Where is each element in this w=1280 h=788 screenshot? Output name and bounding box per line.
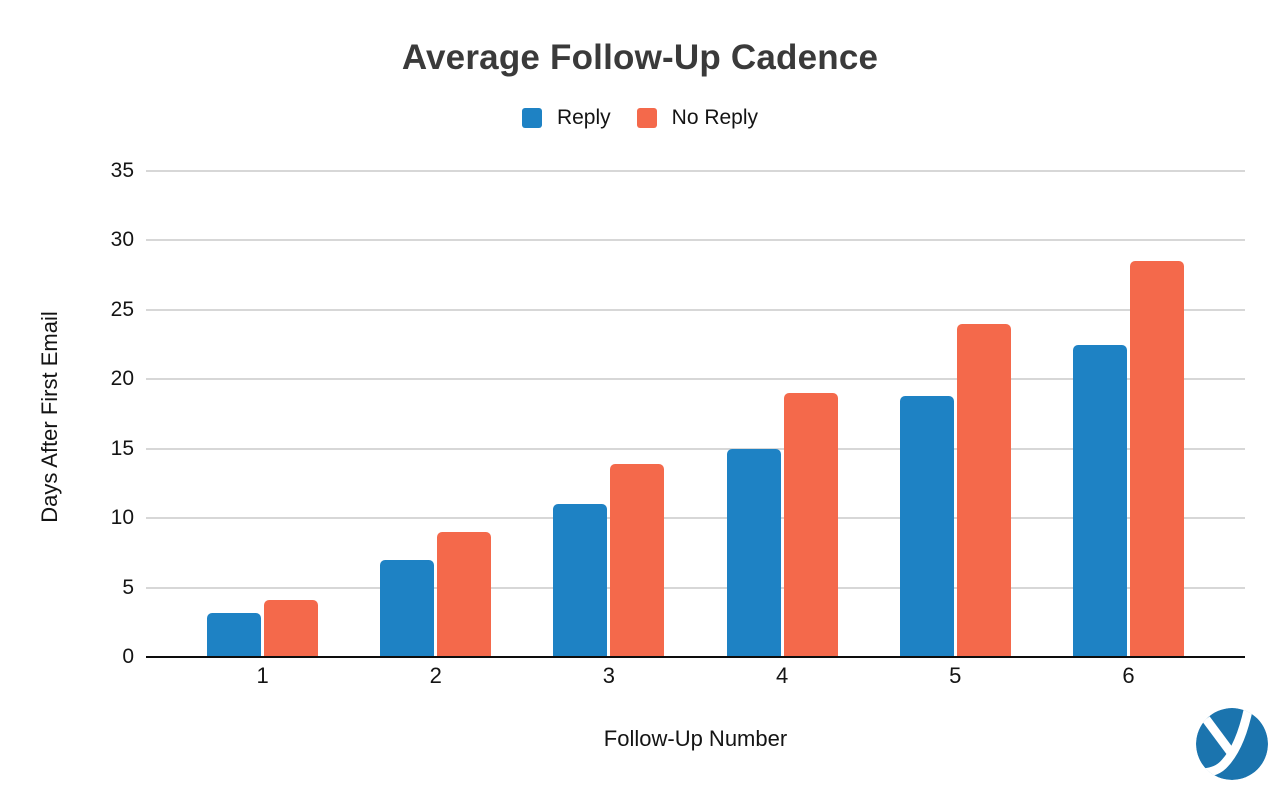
bar-group-5 <box>869 323 1042 657</box>
legend-swatch-reply <box>521 108 542 128</box>
y-tick-label-5: 5 <box>122 575 134 599</box>
x-axis-ticks: 1 2 3 4 5 6 <box>146 663 1245 691</box>
bar-group-6 <box>1042 261 1215 657</box>
legend-swatch-no-reply <box>636 108 657 128</box>
gridline-5 <box>146 586 1245 589</box>
x-tick-label-6: 6 <box>1122 663 1135 688</box>
bar-no-reply-4 <box>783 393 838 657</box>
y-tick-label-0: 0 <box>122 645 134 668</box>
bar-group-2 <box>349 532 522 657</box>
y-tick-label-10: 10 <box>110 506 134 530</box>
legend: Reply No Reply <box>0 106 1280 130</box>
bar-no-reply-6 <box>1129 261 1184 657</box>
bar-no-reply-3 <box>610 464 665 657</box>
bar-reply-4 <box>726 448 781 657</box>
y-tick-label-15: 15 <box>110 436 134 460</box>
bar-groups <box>146 171 1245 657</box>
plot-area <box>146 170 1245 658</box>
x-tick-label-1: 1 <box>256 663 269 688</box>
bar-group-1 <box>176 600 349 657</box>
y-axis-ticks: 0 5 10 15 20 25 30 35 <box>0 159 134 668</box>
y-tick-label-35: 35 <box>110 159 134 182</box>
y-tick-label-25: 25 <box>110 297 134 321</box>
bar-no-reply-1 <box>264 600 319 657</box>
bar-no-reply-5 <box>956 323 1011 657</box>
x-axis-title: Follow-Up Number <box>603 726 788 751</box>
bar-reply-5 <box>899 395 954 657</box>
x-tick-label-4: 4 <box>775 663 789 688</box>
logo-y-stem <box>1199 708 1254 778</box>
chart-title: Average Follow-Up Cadence <box>401 38 879 77</box>
legend-item-reply: Reply <box>521 106 611 130</box>
x-axis-line <box>146 656 1245 658</box>
gridline-20 <box>146 378 1245 381</box>
gridline-30 <box>146 239 1245 242</box>
x-tick-label-5: 5 <box>949 663 962 688</box>
bar-no-reply-2 <box>437 532 492 657</box>
legend-label-no-reply: No Reply <box>671 106 759 129</box>
bar-reply-2 <box>380 559 435 657</box>
bar-reply-3 <box>553 504 608 657</box>
legend-item-no-reply: No Reply <box>636 106 759 130</box>
bar-reply-6 <box>1072 344 1127 657</box>
x-tick-label-2: 2 <box>429 663 442 688</box>
gridline-10 <box>146 517 1245 520</box>
logo-y-left-arm <box>1202 716 1236 757</box>
yesware-logo <box>1196 708 1268 780</box>
y-tick-label-30: 30 <box>110 228 134 252</box>
gridline-25 <box>146 308 1245 311</box>
gridline-15 <box>146 447 1245 450</box>
gridline-35 <box>146 170 1245 172</box>
y-tick-label-20: 20 <box>110 367 134 391</box>
bar-reply-1 <box>207 612 262 657</box>
legend-label-reply: Reply <box>556 106 611 129</box>
x-tick-label-3: 3 <box>602 663 616 688</box>
bar-group-4 <box>696 393 869 657</box>
bar-group-3 <box>522 464 695 657</box>
